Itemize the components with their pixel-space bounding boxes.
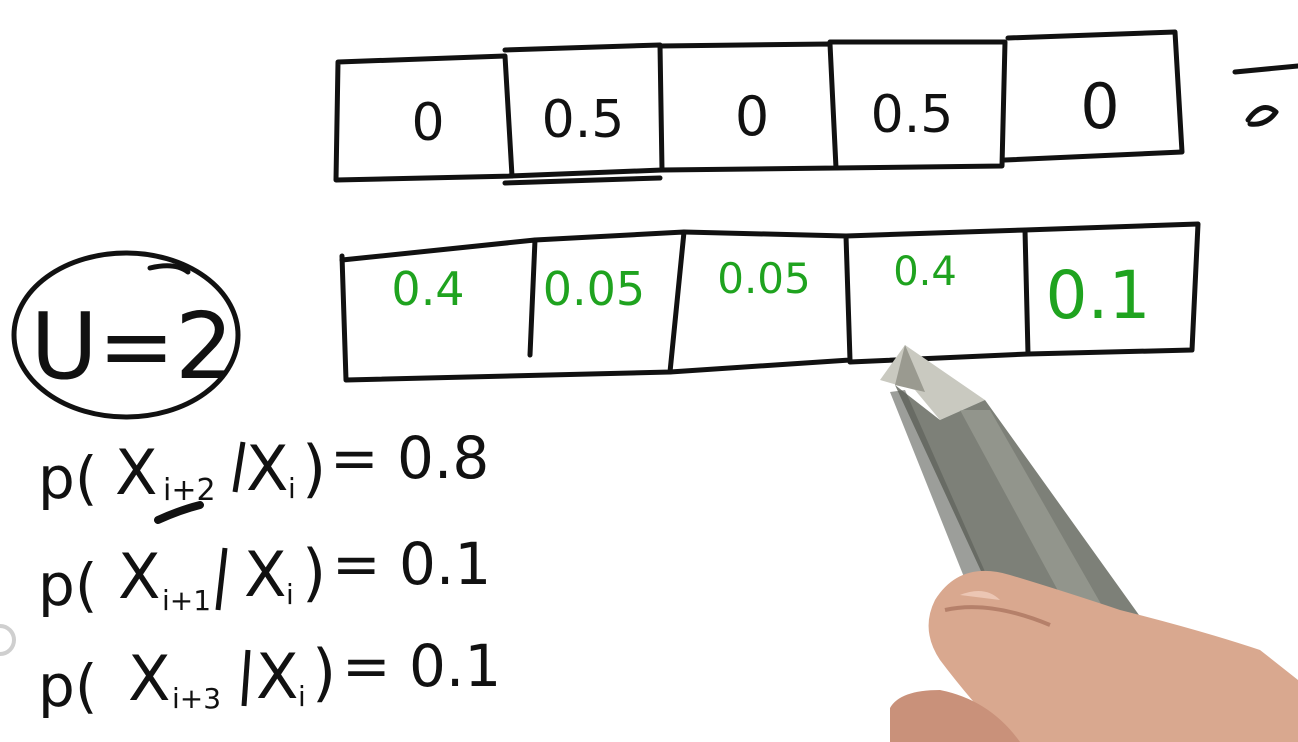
prior-row — [333, 29, 1298, 186]
posterior-cell-1: 0.4 — [391, 262, 464, 316]
equation-2: p( X i+1 X i ) = 0.1 — [38, 530, 491, 619]
equation-1-separator — [232, 441, 246, 493]
prior-cell-1: 0 — [411, 93, 444, 153]
equation-2-sub: i+1 — [162, 584, 211, 617]
hand-icon — [890, 570, 1298, 742]
posterior-cell-4: 0.4 — [893, 249, 957, 295]
prior-cell-2: 0.5 — [542, 90, 625, 150]
equation-1-sub: i+2 — [163, 473, 216, 508]
equation-3: p( X i+3 X i ) = 0.1 — [38, 632, 501, 720]
prior-cell-5: 0 — [1080, 70, 1119, 143]
equation-2-var: X — [118, 540, 160, 613]
equation-3-cond-sub: i — [298, 680, 306, 713]
posterior-row — [339, 221, 1201, 383]
equation-2-prefix: p( — [38, 551, 97, 619]
equation-2-value: = 0.1 — [332, 530, 491, 598]
equation-1-underline — [154, 501, 204, 524]
prior-cell-4: 0.5 — [871, 85, 954, 145]
equation-1: p( X i+2 X i ) = 0.8 — [38, 424, 489, 524]
equation-3-prefix: p( — [38, 652, 97, 720]
posterior-cell-5: 0.1 — [1046, 257, 1151, 334]
motion-label: U=2 — [31, 293, 234, 400]
equation-3-cond: X — [256, 640, 298, 713]
equation-3-var: X — [128, 642, 170, 715]
equation-1-close: ) — [302, 432, 326, 505]
prior-cell-3: 0 — [735, 85, 769, 148]
equation-1-var: X — [115, 436, 157, 509]
equation-2-separator — [215, 547, 228, 611]
equation-1-value: = 0.8 — [330, 424, 489, 492]
posterior-values: 0.4 0.05 0.05 0.4 0.1 — [391, 249, 1150, 334]
equation-3-separator — [241, 649, 251, 707]
edge-mark — [0, 624, 16, 656]
equation-3-sub: i+3 — [172, 682, 221, 715]
posterior-cell-3: 0.05 — [717, 254, 811, 303]
equation-1-cond-sub: i — [288, 472, 296, 505]
posterior-cell-2: 0.05 — [543, 262, 645, 316]
equation-2-cond-sub: i — [286, 578, 294, 611]
motion-circle — [11, 250, 241, 420]
equation-1-cond: X — [246, 432, 288, 505]
equation-1-prefix: p( — [38, 444, 97, 512]
equation-2-cond: X — [244, 538, 286, 611]
equation-3-close: ) — [312, 636, 336, 709]
equation-3-value: = 0.1 — [342, 632, 501, 700]
prior-values: 0 0.5 0 0.5 0 — [411, 70, 1119, 153]
motion-equations: p( X i+2 X i ) = 0.8 p( X i+1 X i ) = 0.… — [38, 424, 501, 720]
equation-2-close: ) — [302, 536, 326, 609]
